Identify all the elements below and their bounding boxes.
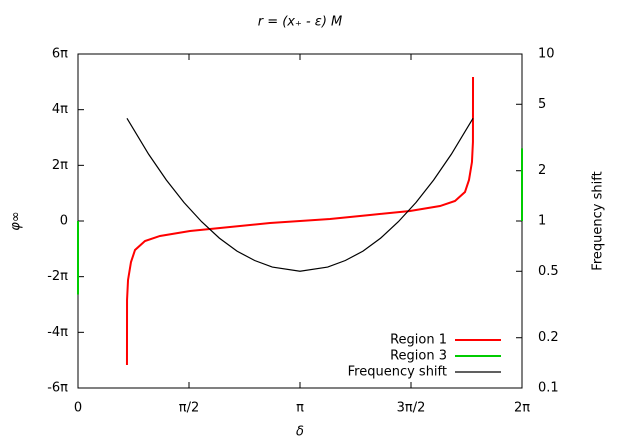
y-tick-label: -6π [47, 381, 68, 396]
series-line [125, 77, 475, 365]
y2-tick-label: 0.1 [538, 381, 559, 396]
x-axis-label: δ [296, 425, 304, 440]
y2-tick-label: 10 [538, 47, 555, 62]
y2-axis-label: Frequency shift [591, 171, 606, 270]
y-tick-label: -4π [47, 325, 68, 340]
y2-tick-label: 0.5 [538, 264, 559, 279]
y2-tick-label: 1 [538, 214, 546, 229]
y-tick-label: 2π [52, 158, 68, 173]
x-tick-label: π/2 [179, 401, 199, 416]
y-tick-label: 4π [52, 102, 68, 117]
y2-tick-label: 2 [538, 163, 546, 178]
legend-label: Frequency shift [348, 365, 447, 380]
legend-label: Region 3 [390, 349, 447, 364]
y-tick-label: 0 [60, 214, 68, 229]
series-line [126, 117, 474, 272]
y2-tick-label: 0.2 [538, 330, 559, 345]
y-tick-label: 6π [52, 47, 68, 62]
legend-label: Region 1 [390, 333, 447, 348]
y-axis-label: φ∞ [9, 211, 24, 230]
x-tick-label: 3π/2 [397, 401, 426, 416]
x-tick-label: 0 [74, 401, 82, 416]
y2-tick-label: 5 [538, 97, 546, 112]
x-tick-label: π [296, 401, 304, 416]
x-tick-label: 2π [514, 401, 530, 416]
y-tick-label: -2π [47, 269, 68, 284]
chart-title: r = (x₊ - ε) M [258, 15, 343, 30]
series-line [77, 148, 523, 295]
